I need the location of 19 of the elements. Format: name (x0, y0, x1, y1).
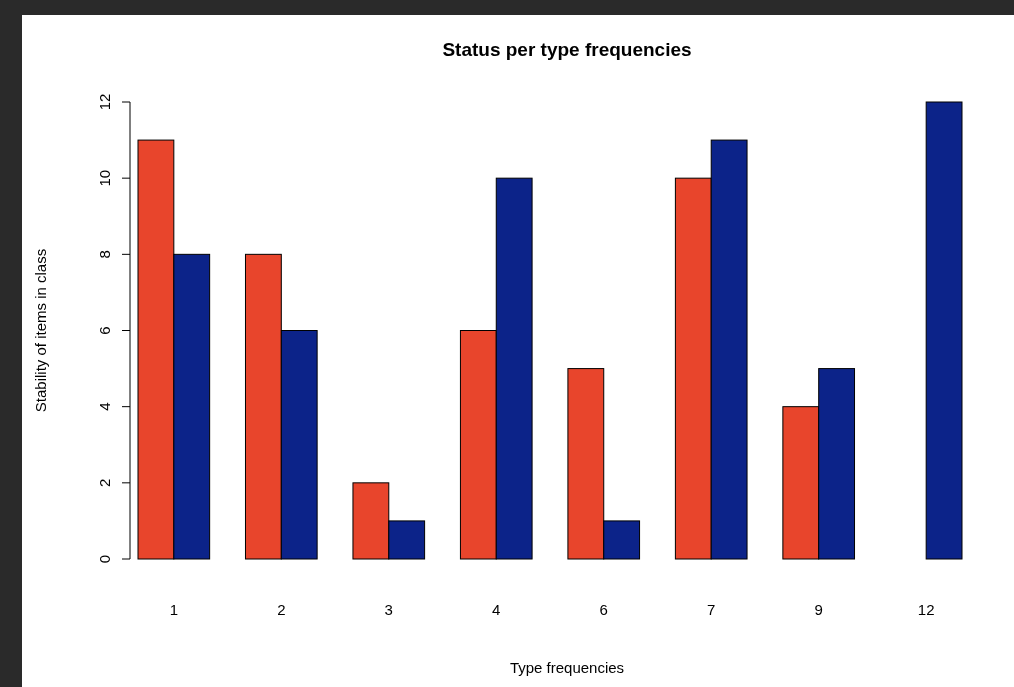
chart-title: Status per type frequencies (442, 39, 692, 60)
y-tick-label: 4 (96, 402, 113, 411)
y-tick-label: 12 (96, 93, 113, 111)
y-tick-label: 0 (96, 554, 113, 564)
x-tick-label: 6 (599, 601, 608, 618)
x-tick-label: 7 (707, 601, 716, 618)
y-tick-label: 8 (96, 250, 113, 259)
y-axis-title: Stability of items in class (32, 248, 49, 413)
bar (925, 101, 963, 560)
x-axis-title: Type frequencies (509, 659, 625, 676)
x-tick-label: 12 (917, 601, 935, 618)
y-tick-label: 6 (96, 326, 113, 335)
x-tick-label: 4 (492, 601, 501, 618)
x-tick-label: 2 (277, 601, 286, 618)
x-tick-label: 9 (814, 601, 823, 618)
y-tick-label: 10 (96, 169, 113, 187)
x-tick-label: 1 (169, 601, 178, 618)
y-tick-label: 2 (96, 478, 113, 488)
x-tick-label: 3 (384, 601, 393, 618)
